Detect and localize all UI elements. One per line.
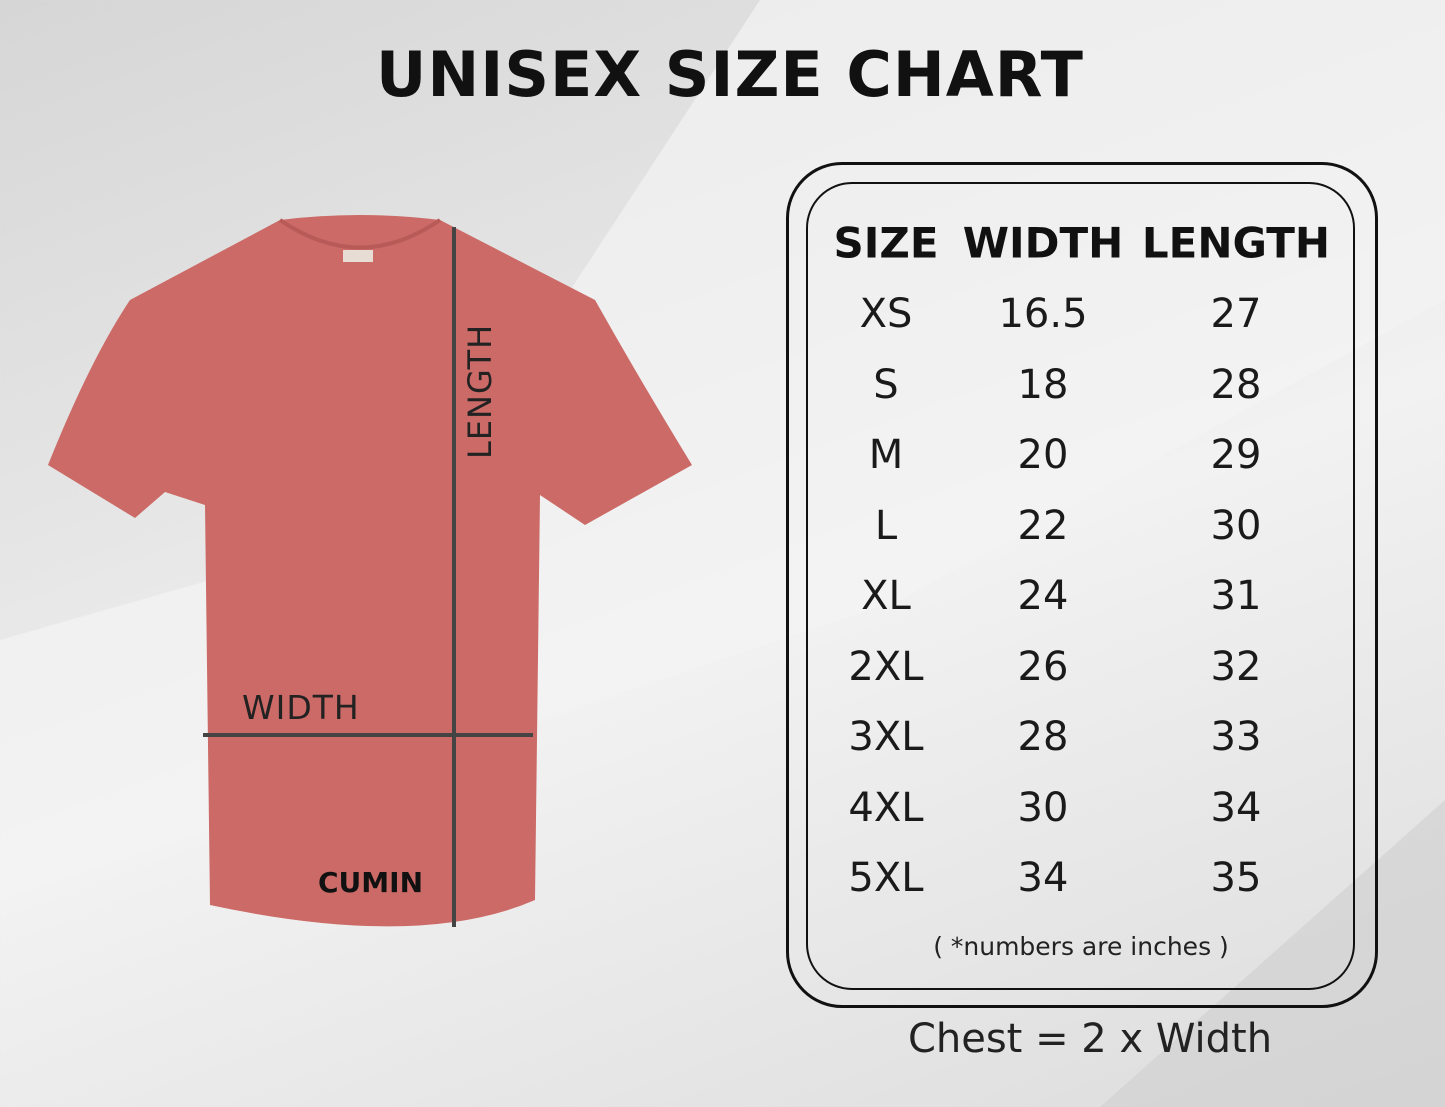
cell-length: 31 [1210, 573, 1262, 619]
header-size: SIZE [833, 218, 939, 268]
cell-length: 33 [1210, 714, 1262, 760]
tshirt-image [48, 215, 692, 927]
cell-width: 28 [1017, 714, 1069, 760]
cell-size: S [873, 361, 899, 408]
cell-size: 5XL [848, 855, 924, 901]
header-length: LENGTH [1141, 218, 1331, 268]
cell-size: M [868, 432, 904, 478]
cell-length: 27 [1210, 291, 1262, 337]
cell-size: 4XL [848, 784, 924, 831]
cell-size: XS [859, 291, 913, 337]
chest-note: Chest = 2 x Width [907, 1016, 1273, 1062]
cell-width: 24 [1017, 573, 1069, 619]
cell-size: XL [861, 573, 911, 619]
cell-width: 22 [1017, 502, 1069, 549]
cell-size: 2XL [848, 643, 924, 690]
cell-length: 35 [1210, 855, 1262, 901]
width-label: WIDTH [242, 688, 360, 727]
cell-length: 28 [1210, 361, 1262, 408]
shirt-tag [343, 250, 373, 262]
cell-length: 34 [1210, 784, 1262, 831]
cell-width: 26 [1017, 643, 1069, 690]
cell-length: 30 [1210, 502, 1262, 549]
cell-width: 30 [1017, 784, 1069, 831]
size-table-frame-outer [786, 162, 1378, 1008]
color-name: CUMIN [318, 866, 423, 899]
page-title: UNISEX SIZE CHART [376, 38, 1084, 111]
cell-width: 34 [1017, 855, 1069, 901]
cell-length: 29 [1210, 432, 1262, 478]
cell-width: 16.5 [998, 291, 1088, 337]
cell-size: 3XL [848, 714, 924, 760]
units-note: ( *numbers are inches ) [933, 932, 1229, 961]
size-table-frame-inner [806, 182, 1355, 990]
cell-length: 32 [1210, 643, 1262, 690]
cell-size: L [874, 502, 898, 549]
length-label: LENGTH [461, 323, 499, 459]
cell-width: 18 [1017, 361, 1069, 408]
header-width: WIDTH [962, 218, 1124, 268]
cell-width: 20 [1017, 432, 1069, 478]
